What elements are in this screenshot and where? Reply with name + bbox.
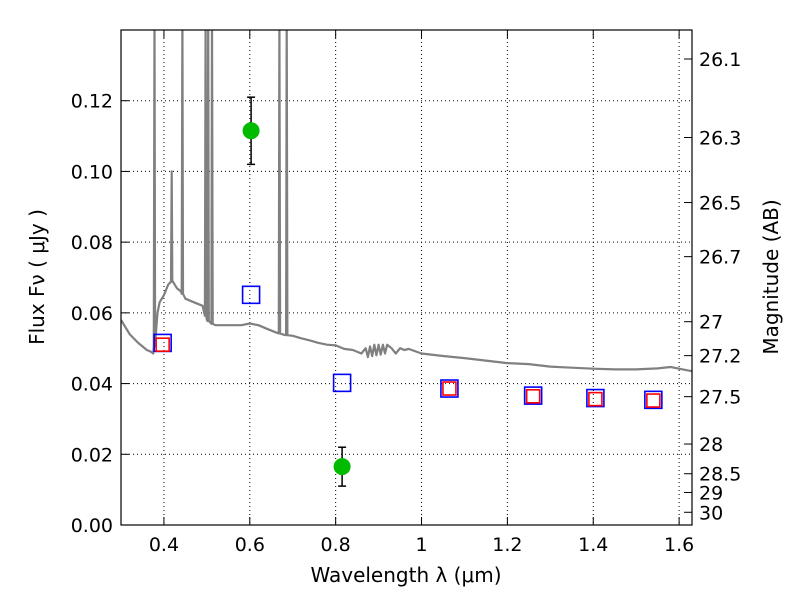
x-tick-label: 1.6	[664, 534, 694, 556]
x-axis-title: Wavelength λ (μm)	[310, 563, 501, 587]
x-tick-label: 1	[415, 534, 427, 556]
model-square-blue	[523, 386, 543, 405]
y-axis-title: Flux Fν ( μJy )	[25, 209, 49, 345]
model-square-red	[155, 337, 170, 352]
model-square-red	[525, 388, 541, 404]
grid	[121, 30, 692, 525]
spectrum-line	[121, 30, 692, 373]
observed-point	[242, 122, 260, 140]
x-tick-label: 0.8	[321, 534, 351, 556]
mag-tick-label: 27	[699, 312, 723, 334]
x-tick-label: 1.2	[492, 534, 522, 556]
x-tick-label: 1.4	[578, 534, 608, 556]
y-tick-label: 0.04	[71, 374, 113, 396]
model-square-red	[442, 381, 457, 396]
y-tick-label: 0.06	[71, 303, 113, 325]
mag-tick-label: 29	[699, 482, 723, 504]
mag-tick-label: 26.7	[699, 247, 741, 269]
observed-point	[333, 458, 351, 476]
model-square-blue	[332, 373, 352, 393]
y-tick-label: 0.10	[71, 161, 113, 183]
mag-tick-label: 26.3	[699, 127, 741, 149]
mag-tick-label: 27.2	[699, 346, 741, 368]
model-square-blue	[440, 379, 459, 398]
plot-frame	[120, 29, 693, 526]
model-square-blue	[644, 390, 663, 410]
model-square-red	[588, 391, 603, 407]
mag-tick-label: 26.1	[699, 49, 741, 71]
axes: 0.4 0.6 0.8 1 1.2 1.4 1.6 0.00 0.02 0.04 0.06 0.08 0…	[71, 30, 741, 556]
mag-tick-label: 28.5	[699, 464, 741, 486]
model-square-red	[646, 393, 661, 408]
y-tick-label: 0.08	[71, 232, 113, 254]
y-tick-label: 0.00	[71, 515, 113, 537]
data-markers	[153, 96, 663, 487]
spectrum	[121, 30, 692, 373]
mag-tick-label: 30	[699, 502, 723, 524]
y-tick-label: 0.12	[71, 91, 113, 113]
mag-tick-label: 26.5	[699, 193, 741, 215]
x-tick-label: 0.4	[149, 534, 179, 556]
x-tick-label: 0.6	[235, 534, 265, 556]
model-square-blue	[586, 388, 605, 408]
model-square-blue	[241, 285, 261, 305]
mag-tick-label: 28	[699, 434, 723, 456]
y2-axis-title: Magnitude (AB)	[759, 199, 783, 354]
mag-tick-label: 27.5	[699, 387, 741, 409]
y-tick-label: 0.02	[71, 444, 113, 466]
